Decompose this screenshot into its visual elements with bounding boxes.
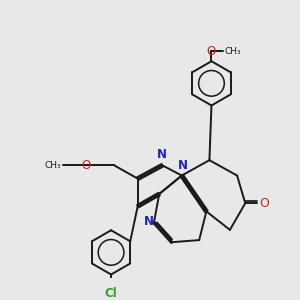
Text: O: O <box>82 159 91 172</box>
Text: O: O <box>207 45 216 58</box>
Text: Cl: Cl <box>105 287 117 300</box>
Text: N: N <box>157 148 167 161</box>
Text: N: N <box>178 159 188 172</box>
Text: CH₃: CH₃ <box>45 161 61 170</box>
Text: CH₃: CH₃ <box>225 47 241 56</box>
Text: N: N <box>144 215 154 228</box>
Text: O: O <box>259 197 269 210</box>
